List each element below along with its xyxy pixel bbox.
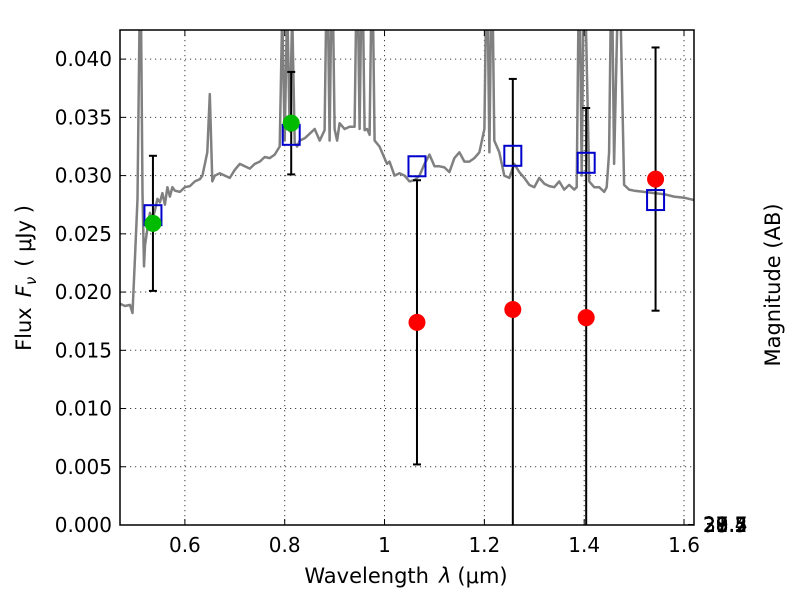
x-tick-label: 0.6 [169, 533, 201, 557]
y-tick-label: 0.020 [55, 280, 112, 304]
x-axis-label-symbol: λ [438, 564, 451, 588]
mag-tick-label: 31 [703, 513, 728, 537]
y-tick-label: 0.030 [55, 164, 112, 188]
mag-tick-label: 29.5 [703, 513, 748, 537]
y-tick-label: 0.040 [55, 47, 112, 71]
y-tick-label: 0.005 [55, 455, 112, 479]
x-tick-label: 0.8 [269, 533, 301, 557]
detection-point [282, 114, 300, 132]
y-tick-label: 0.010 [55, 397, 112, 421]
x-axis-label-text: Wavelength [304, 564, 429, 588]
non-detection-point [408, 313, 426, 331]
y-axis-label-text: Flux [12, 307, 36, 351]
x-axis-label: Wavelength λ (μm) [304, 564, 507, 588]
marker-layer [143, 114, 666, 331]
y-axis-label-subscript: ν [22, 277, 40, 285]
plot-frame [119, 29, 695, 526]
non-detection-point [577, 309, 595, 327]
x-tick-label: 1.2 [468, 533, 500, 557]
x-tick-label: 1.4 [568, 533, 600, 557]
tick-layer: 0.6 0.8 1 1.2 1.4 1.6 0.000 0.005 0.010 0.015 0.02… [55, 30, 748, 557]
model-photometry-square [503, 144, 523, 167]
y-tick-label: 0.025 [55, 222, 112, 246]
model-photometry-square [407, 155, 427, 178]
y-axis-label: Flux Fν ( μJy ) [12, 205, 40, 351]
y2-axis-label: Magnitude (AB) [761, 203, 785, 366]
mag-tick-label: 28.5 [703, 513, 748, 537]
mag-tick-label: 27.7 [703, 513, 748, 537]
mag-tick-label: 30 [703, 513, 728, 537]
y-tick-label: 0.015 [55, 338, 112, 362]
non-detection-point [504, 301, 522, 319]
mag-tick-label: 28.2 [703, 513, 748, 537]
x-tick-label: 1.6 [668, 533, 700, 557]
model-spectrum-line [120, 30, 694, 315]
model-photometry-square [646, 189, 666, 212]
x-axis-label-unit: (μm) [457, 564, 507, 588]
mag-tick-label: 29 [703, 513, 728, 537]
y-tick-label: 0.000 [55, 513, 112, 537]
detection-point [144, 214, 162, 232]
non-detection-point [647, 170, 665, 188]
model-spectrum-layer [120, 30, 694, 315]
mag-tick-label: 27.5 [703, 513, 748, 537]
y-axis-label-symbol: F [12, 284, 36, 297]
grid [120, 30, 694, 526]
y-axis-label-unit: ( μJy ) [12, 205, 36, 267]
y-tick-label: 0.035 [55, 105, 112, 129]
mag-tick-label: 28 [703, 513, 728, 537]
mag-tick-label: 27.4 [703, 513, 748, 537]
model-photometry-square [576, 151, 596, 174]
x-tick-label: 1 [378, 533, 391, 557]
